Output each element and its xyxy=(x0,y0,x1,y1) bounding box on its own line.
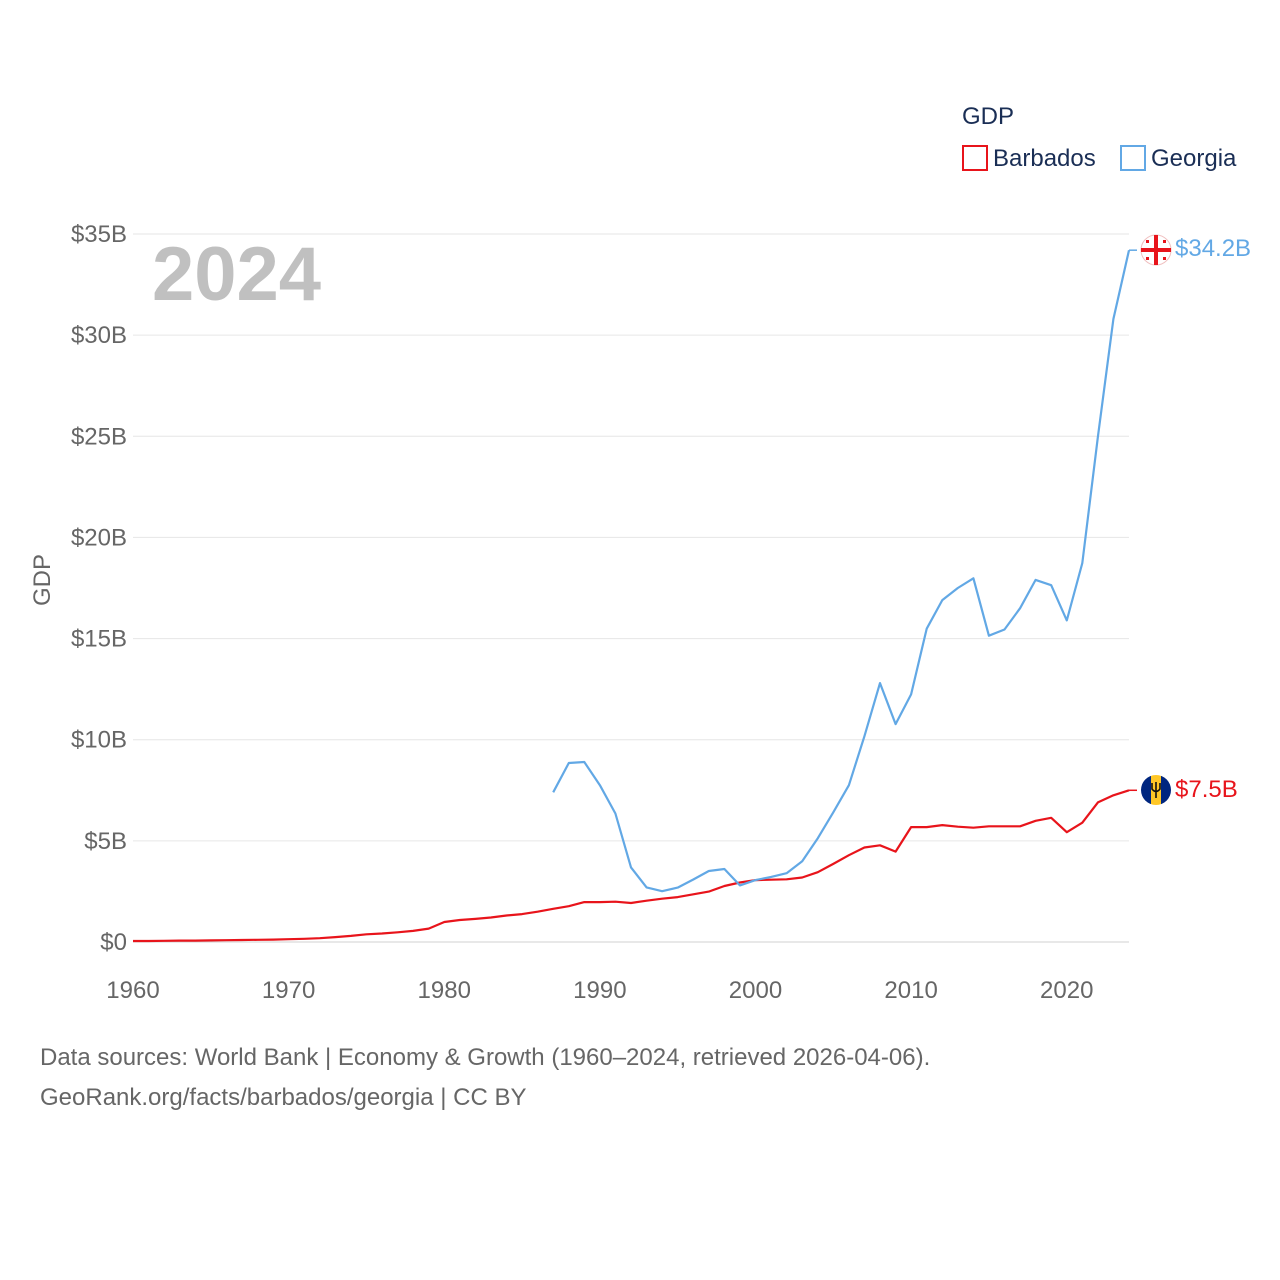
attribution-link[interactable]: GeoRank.org/facts/barbados/georgia | CC … xyxy=(40,1084,527,1111)
source-line: Data sources: World Bank | Economy & Gro… xyxy=(40,1044,931,1071)
legend-label-georgia: Georgia xyxy=(1151,145,1237,172)
x-tick-label: 1980 xyxy=(418,977,471,1004)
legend: GDP Barbados Georgia xyxy=(962,103,1237,172)
x-tick-label: 1970 xyxy=(262,977,315,1004)
legend-label-barbados: Barbados xyxy=(993,145,1096,172)
legend-swatch-georgia xyxy=(1120,145,1146,171)
y-tick-label: $35B xyxy=(71,221,127,248)
x-tick-label: 1990 xyxy=(573,977,626,1004)
barbados-flag-icon xyxy=(1141,775,1171,805)
y-tick-label: $15B xyxy=(71,626,127,653)
legend-item-barbados[interactable]: Barbados xyxy=(962,145,1096,172)
series-line-barbados[interactable] xyxy=(133,789,1130,943)
y-axis-ticks: $0 $5B $10B $15B $20B $25B $30B $35B xyxy=(71,221,127,956)
legend-title: GDP xyxy=(962,103,1014,130)
grid-lines xyxy=(133,233,1129,943)
y-tick-label: $20B xyxy=(71,524,127,551)
y-tick-label: $25B xyxy=(71,423,127,450)
y-tick-label: $30B xyxy=(71,322,127,349)
x-tick-label: 2010 xyxy=(884,977,937,1004)
x-tick-label: 2020 xyxy=(1040,977,1093,1004)
georgia-end-label: $34.2B xyxy=(1175,235,1251,262)
y-tick-label: $5B xyxy=(84,828,127,855)
x-tick-label: 2000 xyxy=(729,977,782,1004)
series-line-georgia[interactable] xyxy=(552,249,1131,893)
y-tick-label: $0 xyxy=(100,929,127,956)
y-axis-label: GDP xyxy=(29,554,56,606)
y-tick-label: $10B xyxy=(71,727,127,754)
legend-item-georgia[interactable]: Georgia xyxy=(1120,145,1237,172)
barbados-end-label: $7.5B xyxy=(1175,776,1238,803)
legend-swatch-barbados xyxy=(962,145,988,171)
series-lines xyxy=(133,249,1137,943)
year-watermark: 2024 xyxy=(152,232,321,317)
x-tick-label: 1960 xyxy=(106,977,159,1004)
georgia-flag-icon xyxy=(1140,234,1172,266)
x-axis-ticks: 1960 1970 1980 1990 2000 2010 2020 xyxy=(106,977,1093,1004)
